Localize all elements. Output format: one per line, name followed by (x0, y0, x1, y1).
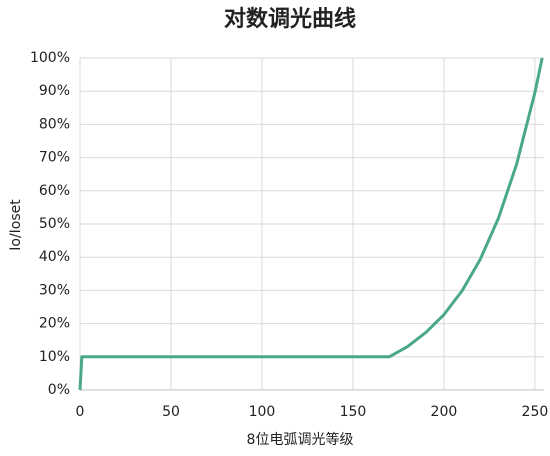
x-tick-label: 250 (522, 404, 549, 420)
data-line (78, 57, 544, 391)
y-tick-label: 40% (39, 249, 70, 265)
y-tick-label: 100% (30, 50, 70, 66)
y-tick-label: 60% (39, 183, 70, 199)
x-tick-label: 100 (249, 404, 276, 420)
x-tick-label: 50 (162, 404, 180, 420)
x-tick-label: 150 (340, 404, 367, 420)
y-tick-label: 50% (39, 216, 70, 232)
y-tick-label: 20% (39, 316, 70, 332)
y-tick-label: 80% (39, 116, 70, 132)
y-tick-label: 30% (39, 282, 70, 298)
y-tick-label: 90% (39, 83, 70, 99)
y-tick-label: 70% (39, 150, 70, 166)
y-tick-label: 10% (39, 349, 70, 365)
y-axis-label: Io/Ioset (8, 199, 24, 251)
x-axis-label: 8位电弧调光等级 (247, 431, 354, 448)
y-tick-label: 0% (48, 382, 70, 398)
chart-title: 对数调光曲线 (224, 6, 356, 32)
x-tick-label: 0 (76, 404, 85, 420)
x-tick-label: 200 (431, 404, 458, 420)
